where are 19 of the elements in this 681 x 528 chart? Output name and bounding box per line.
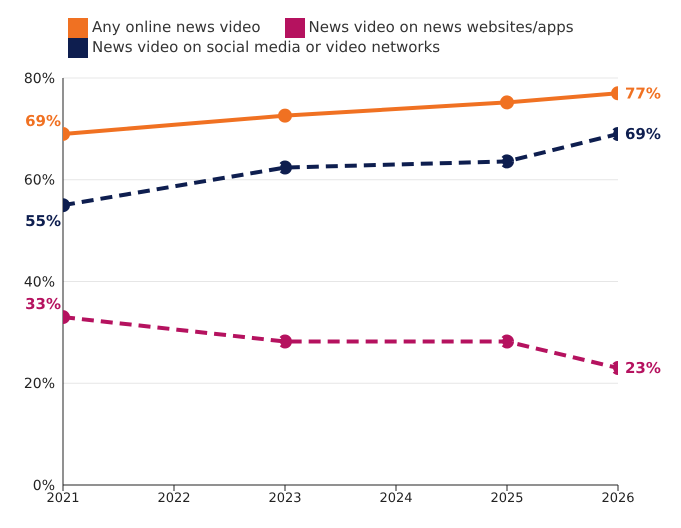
x-tick-label: 2022 (157, 491, 191, 506)
y-tick-label: 60% (24, 172, 55, 189)
data-label: 33% (25, 295, 61, 314)
data-label: 69% (25, 112, 61, 130)
x-tick-label: 2024 (379, 491, 413, 506)
x-tick-label: 2023 (268, 491, 302, 506)
x-tick-label: 2025 (490, 491, 524, 506)
y-tick-label: 80% (24, 70, 55, 87)
legend-label: Any online news video (92, 18, 260, 36)
data-label: 77% (625, 84, 661, 102)
y-tick-label: 40% (24, 274, 55, 290)
x-tick-label: 2021 (46, 491, 80, 506)
y-tick-label: 20% (24, 376, 55, 392)
data-label: 23% (625, 358, 661, 377)
data-label: 69% (625, 124, 661, 143)
legend-label: News video on news websites/apps (308, 18, 574, 36)
data-label: 55% (25, 212, 61, 230)
legend-label: News video on social media or video networks (92, 38, 440, 56)
x-tick-label: 2026 (601, 491, 635, 506)
